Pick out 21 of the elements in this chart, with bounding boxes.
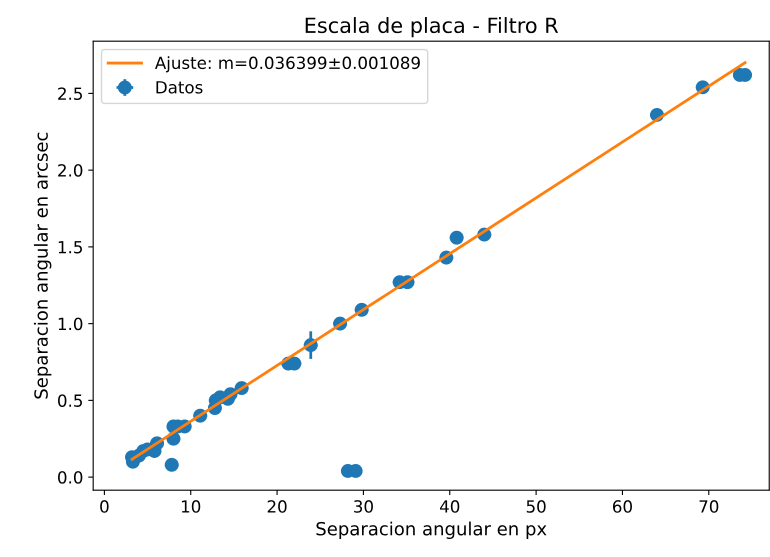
x-tick-label: 0 — [100, 500, 109, 513]
point — [164, 458, 179, 472]
y-tick-label: 2.0 — [58, 164, 82, 177]
x-tick-label: 40 — [440, 500, 460, 513]
y-tick-label: 0.0 — [58, 471, 82, 484]
y-tick-label: 2.5 — [58, 87, 82, 100]
x-tick-label: 30 — [354, 500, 373, 513]
x-tick-label: 70 — [700, 500, 718, 513]
y-tick-label: 0.5 — [58, 394, 82, 407]
y-tick-label: 1.0 — [58, 318, 82, 330]
x-tick-label: 10 — [182, 500, 200, 513]
y-tick-label: 1.5 — [58, 241, 82, 254]
y-axis-title: Separacion angular en arcsec — [34, 132, 52, 399]
point — [450, 230, 464, 245]
legend-label: Ajuste: m=0.036399±0.001089 — [154, 56, 420, 72]
x-tick-label: 60 — [613, 500, 632, 513]
legend-label: Datos — [156, 81, 202, 94]
x-axis-title: Separacion angular en px — [316, 522, 547, 540]
x-tick-label: 50 — [526, 500, 546, 513]
chart-title: Escala de placa - Filtro R — [306, 17, 558, 38]
x-tick-label: 20 — [268, 500, 287, 513]
